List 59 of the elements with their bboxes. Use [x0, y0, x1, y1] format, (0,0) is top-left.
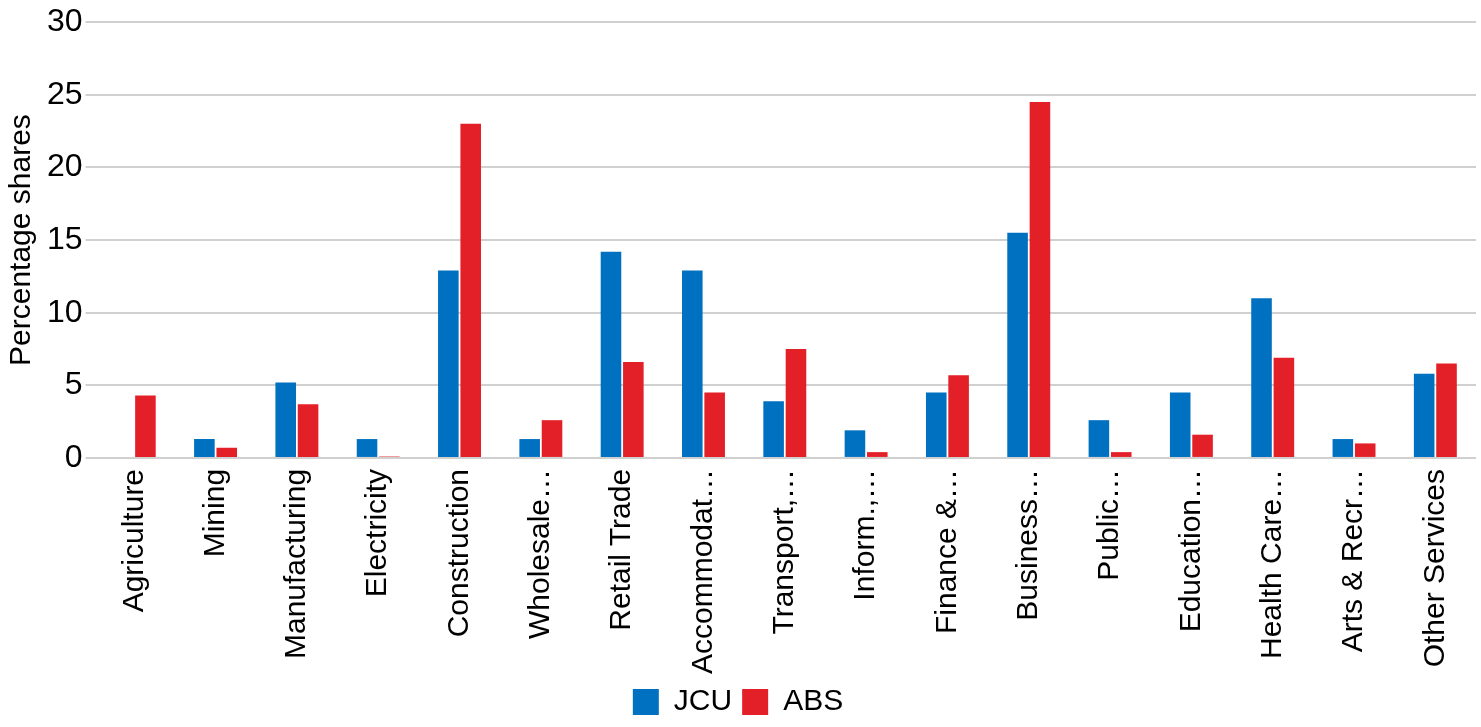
- x-tick-label: Wholesale…: [522, 468, 556, 640]
- bar: [1192, 434, 1213, 457]
- legend-label: JCU: [673, 683, 733, 717]
- bar: [1332, 439, 1354, 457]
- x-tick-label: Health Care…: [1253, 468, 1287, 660]
- y-tick-label: 20: [47, 147, 83, 184]
- y-tick-label: 15: [47, 219, 83, 256]
- x-tick-label: Retail Trade: [603, 468, 637, 631]
- y-tick-label: 10: [47, 292, 83, 329]
- y-tick-label: 0: [64, 437, 83, 474]
- x-tick-label: Inform.,…: [847, 468, 881, 601]
- bar: [1273, 357, 1295, 457]
- bar: [623, 362, 644, 457]
- x-tick-label: Other Services: [1416, 468, 1450, 668]
- bar: [1354, 443, 1376, 457]
- bar: [704, 392, 725, 457]
- x-tick-label: Accommodat…: [684, 468, 718, 675]
- bar: [867, 452, 888, 457]
- bar: [1413, 373, 1435, 457]
- x-tick-label: Construction: [440, 468, 474, 638]
- y-axis-title: Percentage shares: [3, 114, 37, 366]
- bar: [1007, 232, 1028, 457]
- y-tick-label: 30: [47, 2, 83, 39]
- x-tick-label: Business…: [1010, 468, 1044, 621]
- bar: [541, 420, 563, 457]
- bar: [785, 349, 807, 457]
- x-tick-label: Public…: [1091, 468, 1125, 581]
- y-tick-label: 5: [64, 365, 83, 402]
- bar: [275, 382, 296, 457]
- bar: [600, 251, 622, 457]
- bar: [356, 439, 378, 457]
- bar: [438, 270, 459, 457]
- bar: [1029, 102, 1051, 457]
- bar: [519, 439, 540, 457]
- bar: [297, 404, 319, 457]
- bar: [844, 430, 866, 457]
- bar: [1110, 452, 1132, 457]
- bar: [682, 270, 703, 457]
- bar: [194, 439, 215, 457]
- bar: [925, 392, 947, 457]
- x-tick-label: Agriculture: [115, 468, 149, 613]
- x-tick-label: Finance &…: [928, 468, 962, 635]
- bar: [1436, 363, 1457, 457]
- x-tick-label: Mining: [196, 468, 230, 558]
- x-tick-label: Transport,…: [766, 468, 800, 635]
- legend-label: ABS: [783, 683, 844, 717]
- bar: [135, 395, 156, 457]
- bar: [1169, 392, 1191, 457]
- x-tick-label: Education…: [1172, 468, 1206, 633]
- x-tick-label: Electricity: [359, 468, 393, 598]
- x-tick-label: Manufacturing: [278, 468, 312, 660]
- bar: [948, 375, 969, 457]
- bar: [1251, 298, 1272, 457]
- y-tick-label: 25: [47, 74, 83, 111]
- bar: [763, 401, 784, 457]
- bar: [460, 123, 481, 457]
- bar: [1088, 420, 1110, 457]
- bar: [216, 447, 238, 457]
- x-tick-label: Arts & Recr…: [1335, 468, 1369, 653]
